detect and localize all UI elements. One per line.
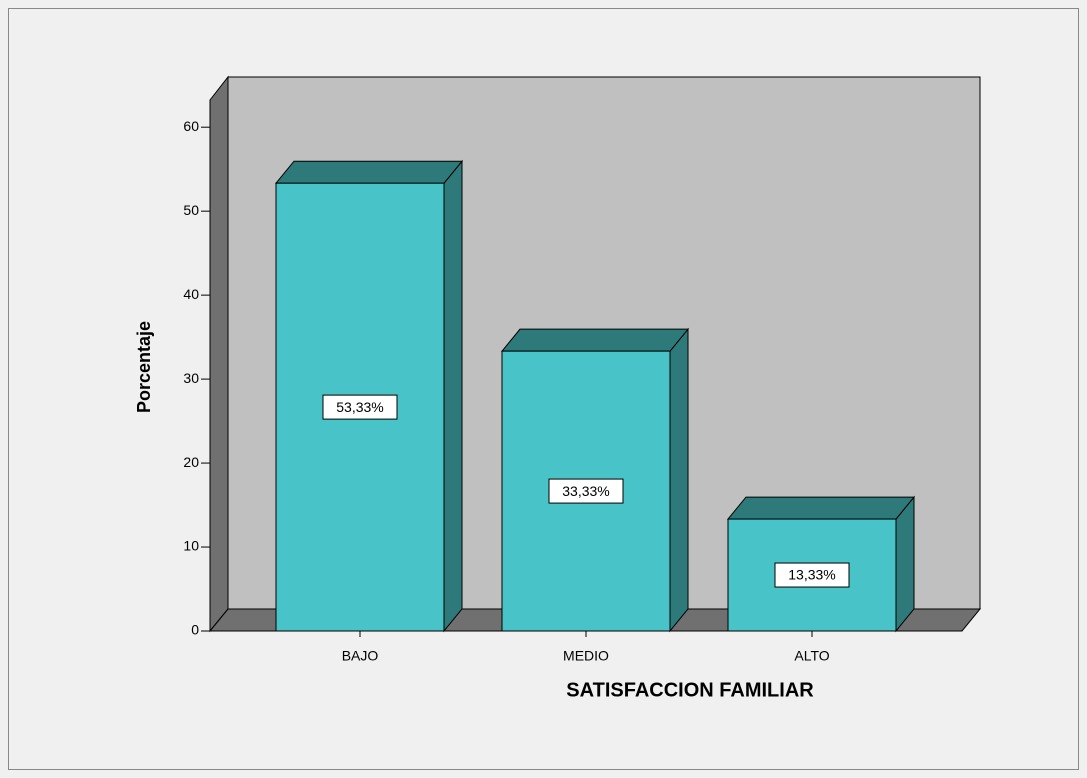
x-tick-label: BAJO: [342, 648, 379, 664]
value-label: 53,33%: [336, 399, 383, 415]
value-label-box: [774, 562, 850, 588]
bar-side: [895, 495, 915, 633]
bar-top: [500, 328, 690, 352]
y-tick-label: 20: [183, 454, 199, 470]
y-tick-label: 10: [183, 538, 199, 554]
left-wall: [209, 75, 229, 633]
y-tick-label: 60: [183, 118, 199, 134]
y-tick-label: 50: [183, 202, 199, 218]
y-tick-label: 0: [191, 622, 199, 638]
value-label: 13,33%: [788, 567, 835, 583]
x-tick-label: MEDIO: [563, 648, 609, 664]
y-tick-label: 30: [183, 370, 199, 386]
value-label: 33,33%: [562, 483, 609, 499]
bar-side: [443, 159, 463, 633]
x-axis-title: SATISFACCION FAMILIAR: [566, 679, 814, 701]
value-label-box: [548, 478, 624, 504]
bar-side: [669, 327, 689, 633]
bar-top: [726, 496, 916, 520]
y-axis-title: Porcentaje: [134, 321, 154, 413]
bar-top: [274, 160, 464, 184]
y-tick-label: 40: [183, 286, 199, 302]
x-tick-label: ALTO: [794, 648, 829, 664]
value-label-box: [322, 394, 398, 420]
